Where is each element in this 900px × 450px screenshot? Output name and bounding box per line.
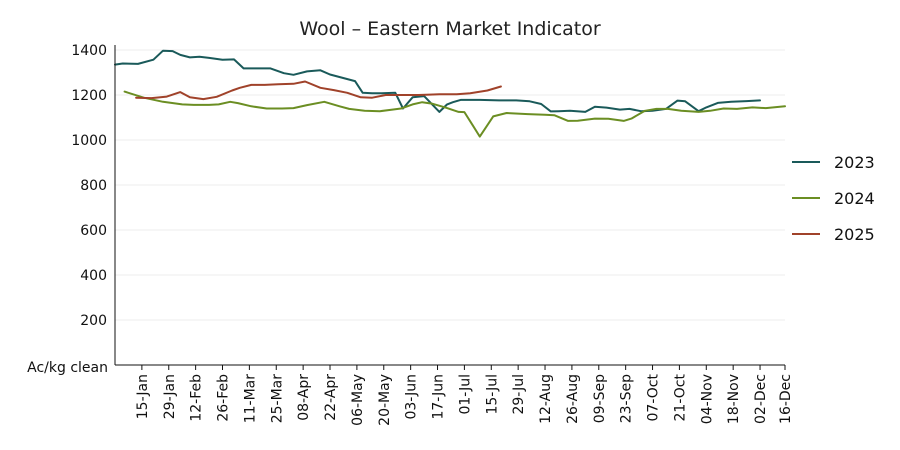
x-tick-label: 21-Oct bbox=[672, 373, 688, 421]
x-tick-label: 09-Sep bbox=[592, 374, 608, 423]
legend-label-2024: 2024 bbox=[834, 189, 875, 208]
x-tick-label: 15-Jan bbox=[135, 374, 151, 419]
y-tick-label: 400 bbox=[80, 268, 107, 284]
y-axis-unit-label: Ac/kg clean bbox=[27, 360, 108, 376]
axes: 200 400 600 800 1000 1200 1400 15-Jan 29-Jan 12-F… bbox=[71, 43, 794, 426]
legend: 2023 2024 2025 bbox=[792, 153, 875, 244]
x-tick-label: 16-Dec bbox=[778, 374, 794, 424]
x-tick-label: 18-Nov bbox=[726, 374, 742, 424]
x-tick-label: 06-May bbox=[350, 374, 366, 426]
y-tick-label: 1200 bbox=[71, 88, 107, 104]
legend-label-2025: 2025 bbox=[834, 225, 875, 244]
series-line-2025 bbox=[135, 80, 502, 101]
y-tick-label: 1400 bbox=[71, 43, 107, 59]
x-tick-label: 12-Aug bbox=[538, 374, 554, 424]
x-tick-label: 29-Jul bbox=[511, 374, 527, 415]
x-tick-label: 29-Jan bbox=[162, 374, 178, 419]
y-tick-label: 200 bbox=[80, 313, 107, 329]
y-tick-label: 800 bbox=[80, 178, 107, 194]
x-tick-label: 26-Aug bbox=[565, 374, 581, 424]
x-tick-label: 20-May bbox=[377, 374, 393, 426]
grid bbox=[115, 49, 785, 321]
x-tick-label: 07-Oct bbox=[646, 373, 662, 421]
x-tick-label: 23-Sep bbox=[619, 374, 635, 423]
x-tick-label: 01-Jul bbox=[457, 374, 473, 415]
x-tick-label: 03-Jun bbox=[404, 374, 420, 420]
x-tick-label: 17-Jun bbox=[431, 374, 447, 420]
x-tick-label: 26-Feb bbox=[216, 374, 232, 422]
series-line-2024 bbox=[123, 90, 786, 138]
y-tick-label: 600 bbox=[80, 223, 107, 239]
x-tick-label: 02-Dec bbox=[753, 374, 769, 424]
x-tick-label: 12-Feb bbox=[189, 374, 205, 422]
series-line-2023 bbox=[114, 49, 761, 113]
y-tick-label: 1000 bbox=[71, 133, 107, 149]
legend-label-2023: 2023 bbox=[834, 153, 875, 172]
x-tick-label: 25-Mar bbox=[269, 374, 285, 424]
chart-title: Wool – Eastern Market Indicator bbox=[299, 18, 601, 40]
x-tick-label: 11-Mar bbox=[242, 374, 258, 424]
x-tick-label: 15-Jul bbox=[484, 374, 500, 415]
x-tick-label: 08-Apr bbox=[296, 374, 312, 421]
x-tick-label: 22-Apr bbox=[323, 374, 339, 421]
series-lines bbox=[114, 49, 786, 138]
x-tick-label: 04-Nov bbox=[699, 374, 715, 424]
